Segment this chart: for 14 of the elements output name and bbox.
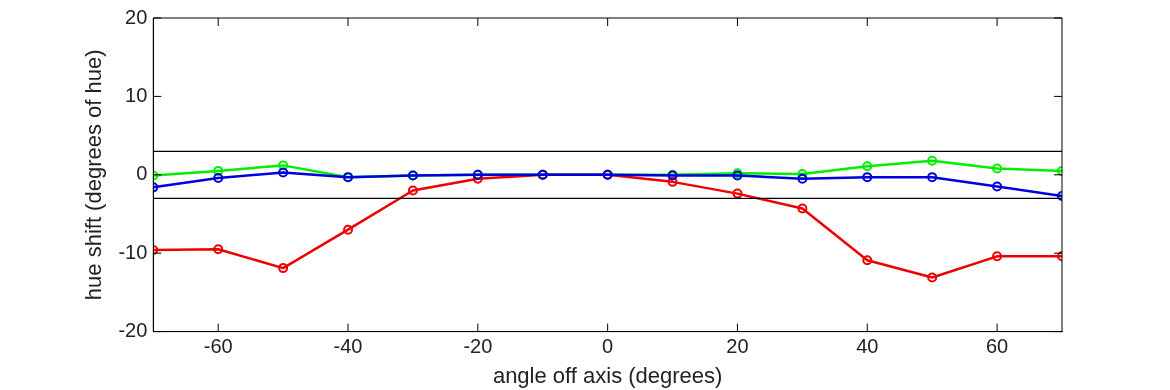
y-axis-title: hue shift (degrees of hue) — [81, 49, 107, 301]
x-tick-label: -40 — [333, 335, 363, 358]
x-tick-label: 0 — [602, 335, 614, 358]
x-axis-title: angle off axis (degrees) — [492, 362, 723, 388]
x-tick-label: -60 — [203, 335, 233, 358]
y-tick-label: -10 — [118, 240, 148, 263]
y-tick-label: 20 — [125, 5, 148, 28]
x-tick-label: -20 — [463, 335, 493, 358]
y-tick-label: 10 — [125, 83, 148, 106]
x-tick-label: 20 — [726, 335, 749, 358]
x-tick-label: 40 — [856, 335, 879, 358]
y-tick-label: -20 — [118, 319, 148, 342]
y-tick-label: 0 — [136, 162, 148, 185]
x-tick-label: 60 — [985, 335, 1009, 358]
